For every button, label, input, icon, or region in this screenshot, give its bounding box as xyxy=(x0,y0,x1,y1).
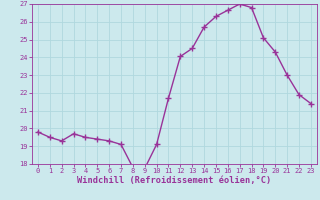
X-axis label: Windchill (Refroidissement éolien,°C): Windchill (Refroidissement éolien,°C) xyxy=(77,176,272,185)
